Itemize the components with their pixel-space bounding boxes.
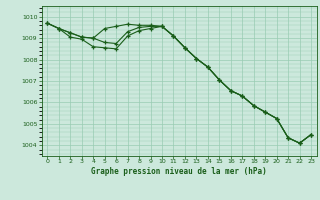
X-axis label: Graphe pression niveau de la mer (hPa): Graphe pression niveau de la mer (hPa) [91,167,267,176]
